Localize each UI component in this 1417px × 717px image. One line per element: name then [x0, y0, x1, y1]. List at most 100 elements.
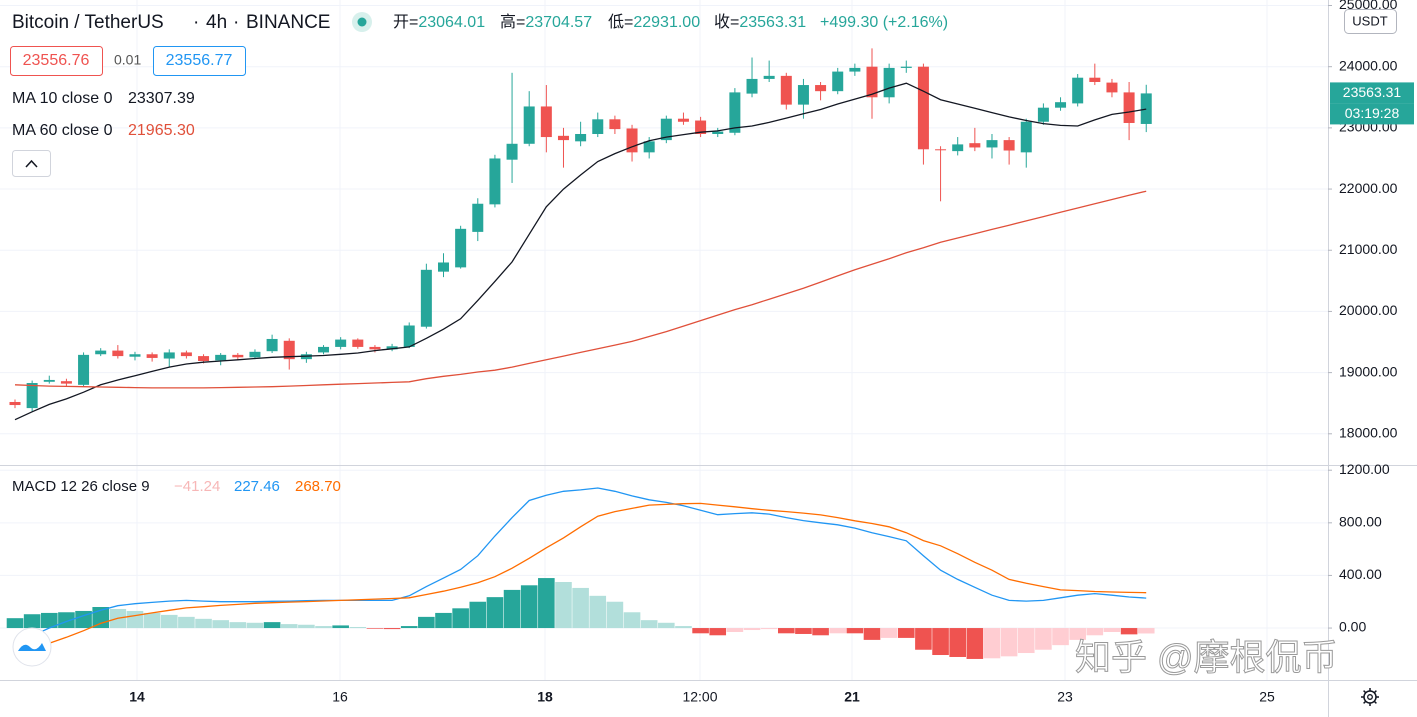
candle-body: [1089, 77, 1101, 82]
histogram-bar: [572, 587, 589, 629]
candle-body: [215, 354, 227, 361]
histogram-bar: [58, 612, 75, 629]
candle-body: [523, 106, 535, 144]
candle-body: [26, 383, 38, 409]
candle-body: [1072, 77, 1084, 104]
candle-body: [815, 85, 827, 92]
price-badge-label: 23563.31: [1343, 84, 1402, 100]
collapse-icon[interactable]: [25, 159, 38, 168]
ma-legend: MA 60 close 0: [12, 122, 113, 139]
buy-price[interactable]: 23556.77: [166, 52, 233, 69]
candle-body: [952, 144, 964, 152]
sell-price[interactable]: 23556.76: [23, 52, 90, 69]
candle-body: [180, 352, 192, 357]
y-tick-label: 0.00: [1339, 619, 1366, 635]
histogram-bar: [40, 612, 58, 629]
logo[interactable]: [12, 627, 52, 667]
candle-body: [489, 158, 501, 205]
y-tick-label: 1200.00: [1339, 461, 1390, 477]
histogram-bar: [435, 612, 452, 629]
collapse-button[interactable]: [12, 150, 51, 177]
histogram-bar: [658, 622, 675, 629]
candle-body: [695, 120, 707, 134]
x-tick-label: 12:00: [682, 689, 717, 705]
sell-box[interactable]: [10, 46, 103, 76]
histogram-bar: [640, 620, 658, 629]
candle-body: [249, 351, 261, 358]
macd-line: [14, 487, 1147, 646]
candle-body: [986, 140, 998, 148]
ohlc-item: 低=22931.00: [608, 13, 700, 31]
histogram-bar: [349, 626, 367, 629]
separator: ·: [233, 12, 239, 33]
candle-body: [352, 339, 364, 347]
axes: 14 16 18 12:00 21 23 25 18000.00 19000.00 20000.0…: [129, 0, 1414, 705]
candle-body: [780, 75, 792, 105]
candle-body: [283, 340, 295, 360]
candle-body: [163, 352, 175, 359]
candle-body: [1123, 92, 1135, 123]
histogram-bar: [623, 612, 641, 629]
candle-body: [626, 128, 638, 153]
histogram-bar: [675, 626, 692, 629]
symbol: Bitcoin / TetherUS: [12, 12, 164, 33]
histogram-bar: [606, 601, 624, 629]
histogram-bar: [178, 616, 195, 629]
candle-body: [43, 379, 55, 382]
candle-body: [660, 118, 672, 141]
currency-box[interactable]: [1344, 9, 1397, 34]
histogram-bar: [246, 622, 264, 629]
histogram-bar: [846, 628, 864, 634]
histogram-bar: [452, 608, 469, 629]
histogram-bar: [863, 628, 881, 640]
logo-mark[interactable]: [18, 643, 46, 651]
candle-body: [849, 67, 861, 72]
settings-icon[interactable]: [1361, 688, 1379, 706]
candle-body: [335, 339, 347, 347]
macd-line: [14, 502, 1147, 656]
x-tick-label: 14: [129, 689, 145, 705]
histogram-bar: [366, 628, 384, 629]
candle-body: [900, 66, 912, 68]
candle-body: [266, 338, 278, 352]
candle-body: [112, 350, 124, 357]
candle-body: [712, 131, 724, 134]
candle-body: [832, 71, 844, 92]
candle-body: [232, 354, 244, 358]
histogram-bar: [143, 612, 161, 629]
histogram-bar: [709, 628, 727, 636]
histogram-bar: [418, 616, 435, 629]
candle-body: [1037, 107, 1049, 122]
candle-body: [198, 356, 210, 361]
separator: ·: [193, 12, 199, 33]
histogram-bar: [1035, 628, 1052, 650]
gear-teeth[interactable]: [1361, 688, 1379, 706]
buy-box[interactable]: [153, 46, 246, 76]
histogram-bar: [383, 628, 401, 630]
candle-body: [95, 350, 107, 355]
ohlc-item: 收=23563.31: [714, 13, 806, 31]
x-tick-label: 18: [537, 689, 553, 705]
ohlc-label: 收=: [714, 13, 739, 31]
ohlc-value: 22931.00: [633, 14, 700, 31]
y-tick-label: 21000.00: [1339, 241, 1398, 257]
gear-hub[interactable]: [1367, 694, 1373, 700]
candle-body: [420, 269, 432, 327]
histogram-bar: [280, 624, 298, 629]
currency[interactable]: USDT: [1352, 13, 1387, 28]
ohlc-label: 低=: [608, 13, 633, 31]
ohlc-value: 23064.01: [418, 14, 485, 31]
candle-body: [592, 119, 604, 134]
signal-value: 268.70: [295, 478, 341, 495]
histogram-bar: [1017, 628, 1035, 654]
x-tick-label: 21: [844, 689, 860, 705]
candle-body: [129, 354, 141, 357]
gear-ring[interactable]: [1363, 690, 1377, 704]
candle-body: [763, 75, 775, 79]
candle-body: [729, 92, 741, 133]
histogram-bar: [949, 628, 966, 657]
spread: 0.01: [114, 52, 141, 68]
ohlc-item: 开=23064.01: [393, 14, 485, 31]
candle-body: [472, 203, 484, 232]
histogram-bar: [469, 601, 487, 629]
